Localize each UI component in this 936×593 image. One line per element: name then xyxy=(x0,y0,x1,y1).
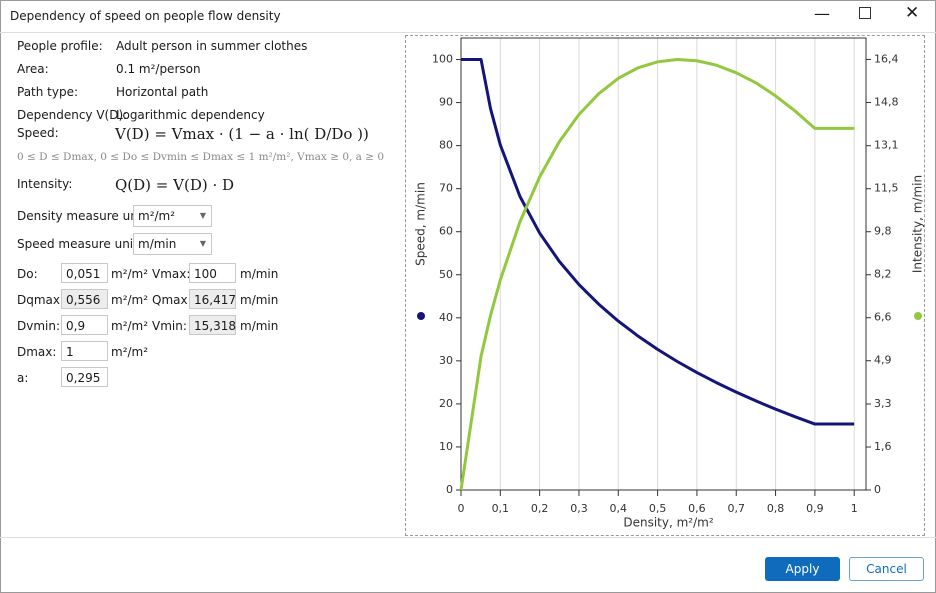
plot-border xyxy=(460,37,867,491)
y-tick-label: 100 xyxy=(432,53,453,66)
label: Speed measure unit: xyxy=(17,237,142,251)
y2-tick-label: 13,1 xyxy=(874,139,899,152)
series-line xyxy=(459,57,855,491)
label: People profile: xyxy=(17,39,103,53)
value: Adult person in summer clothes xyxy=(116,39,308,53)
x-tick-label: 0,7 xyxy=(727,502,745,515)
x-tick-label: 0,2 xyxy=(531,502,549,515)
cancel-button[interactable]: Cancel xyxy=(849,557,924,581)
label: Speed: xyxy=(17,126,59,140)
x-axis-label: Density, m²/m² xyxy=(623,516,713,530)
chart-frame xyxy=(405,35,925,536)
label: Intensity: xyxy=(17,177,73,191)
separator xyxy=(0,537,936,538)
label: Qmax: xyxy=(152,293,192,307)
value: 0.1 m²/person xyxy=(116,62,201,76)
label: Area: xyxy=(17,62,49,76)
y-tick-label: 10 xyxy=(439,440,453,453)
x-tick-label: 0,3 xyxy=(570,502,588,515)
value: m²/m² xyxy=(138,209,176,223)
y2-tick-label: 8,2 xyxy=(874,268,892,281)
unit: m/min xyxy=(240,293,279,307)
value: Logarithmic dependency xyxy=(116,108,265,122)
label: Dmax: xyxy=(17,345,57,359)
maximize[interactable] xyxy=(859,7,871,19)
x-tick-label: 0 xyxy=(458,502,465,515)
axis-legend-label: Speed, m/min xyxy=(414,182,428,266)
label: Density measure unit: xyxy=(17,209,150,223)
unit: m/min xyxy=(240,267,279,281)
formula: V(D) = Vmax · (1 − a · ln( D/Do )) xyxy=(115,125,369,143)
label: Vmin: xyxy=(152,319,187,333)
axis-legend-label: Intensity, m/min xyxy=(911,175,925,273)
x-tick-label: 0,9 xyxy=(806,502,824,515)
dropdown[interactable]: m/min ▼ xyxy=(133,233,212,255)
separator xyxy=(0,32,936,33)
y2-tick-label: 3,3 xyxy=(874,397,892,410)
y-tick-label: 40 xyxy=(439,311,453,324)
unit: m²/m² xyxy=(111,319,149,333)
label: Path type: xyxy=(17,85,79,99)
x-tick-label: 0,6 xyxy=(688,502,706,515)
window-title: Dependency of speed on people flow densi… xyxy=(10,9,281,23)
apply-button[interactable]: Apply xyxy=(765,557,840,581)
label: Do: xyxy=(17,267,38,281)
y-tick-label: 20 xyxy=(439,397,453,410)
input[interactable]: 100 xyxy=(189,263,236,283)
y-tick-label: 60 xyxy=(439,225,453,238)
y2-tick-label: 1,6 xyxy=(874,440,892,453)
x-tick-label: 0,8 xyxy=(767,502,785,515)
legend-marker xyxy=(914,312,922,320)
y2-tick-label: 11,5 xyxy=(874,182,899,195)
input: 0,556 xyxy=(61,289,108,309)
value: Horizontal path xyxy=(116,85,209,99)
label: Dvmin: xyxy=(17,319,61,333)
input[interactable]: 0,295 xyxy=(61,367,108,387)
legend-marker xyxy=(417,312,425,320)
x-tick-label: 0,5 xyxy=(649,502,667,515)
input: 15,318 xyxy=(189,315,236,335)
constraint: 0 ≤ D ≤ Dmax, 0 ≤ Do ≤ Dvmin ≤ Dmax ≤ 1 … xyxy=(17,151,385,163)
y2-tick-label: 6,6 xyxy=(874,311,892,324)
y2-tick-label: 4,9 xyxy=(874,354,892,367)
unit: m²/m² xyxy=(111,267,149,281)
y2-tick-label: 0 xyxy=(874,483,881,496)
input[interactable]: 0,9 xyxy=(61,315,108,335)
y-tick-label: 70 xyxy=(439,182,453,195)
dropdown[interactable]: m²/m² ▼ xyxy=(133,205,212,227)
unit: m²/m² xyxy=(111,345,149,359)
y2-tick-label: 16,4 xyxy=(874,52,899,65)
y-tick-label: 90 xyxy=(439,96,453,109)
y-tick-label: 30 xyxy=(439,354,453,367)
input[interactable]: 0,051 xyxy=(61,263,108,283)
minimize[interactable]: — xyxy=(814,4,830,23)
x-tick-label: 0,4 xyxy=(610,502,628,515)
y-tick-label: 50 xyxy=(439,268,453,281)
label: Vmax: xyxy=(152,267,191,281)
input: 16,417 xyxy=(189,289,236,309)
y-tick-label: 0 xyxy=(446,483,453,496)
label: a: xyxy=(17,371,29,385)
x-tick-label: 1 xyxy=(851,502,858,515)
value: m/min xyxy=(138,237,177,251)
formula: Q(D) = V(D) · D xyxy=(115,176,235,194)
input[interactable]: 1 xyxy=(61,341,108,361)
x-tick-label: 0,1 xyxy=(492,502,510,515)
series-line xyxy=(461,58,855,426)
unit: m²/m² xyxy=(111,293,149,307)
label: Dqmax: xyxy=(17,293,65,307)
close[interactable]: ✕ xyxy=(905,3,920,23)
y2-tick-label: 14,8 xyxy=(874,95,899,108)
unit: m/min xyxy=(240,319,279,333)
label: Dependency V(D): xyxy=(17,108,128,122)
y-tick-label: 80 xyxy=(439,139,453,152)
y2-tick-label: 9,8 xyxy=(874,225,892,238)
